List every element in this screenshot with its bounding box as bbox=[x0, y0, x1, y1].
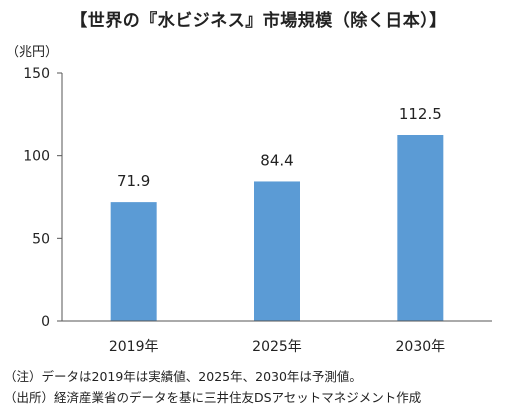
bar-value-label: 84.4 bbox=[260, 151, 293, 169]
bar-value-label: 112.5 bbox=[399, 105, 442, 123]
footnote-source: （出所）経済産業省のデータを基に三井住友DSアセットマネジメント作成 bbox=[4, 390, 422, 405]
chart-title: 【世界の『水ビジネス』市場規模（除く日本）】 bbox=[70, 11, 447, 31]
footnotes: （注）データは2019年は実績値、2025年、2030年は予測値。 （出所）経済… bbox=[4, 366, 421, 408]
y-axis: 0 50 100 150 bbox=[23, 66, 63, 330]
bar bbox=[254, 181, 300, 321]
y-tick-label: 0 bbox=[41, 314, 50, 330]
footnote-note: （注）データは2019年は実績値、2025年、2030年は予測値。 bbox=[4, 369, 362, 384]
bars: 71.9 84.4 112.5 bbox=[110, 105, 444, 321]
bar bbox=[397, 135, 444, 321]
bar bbox=[110, 202, 157, 321]
y-tick-label: 50 bbox=[32, 231, 50, 247]
x-tick-label: 2030年 bbox=[396, 339, 446, 355]
y-tick-label: 150 bbox=[23, 66, 50, 82]
x-tick-label: 2019年 bbox=[109, 339, 159, 355]
x-axis: 2019年 2025年 2030年 bbox=[62, 320, 492, 355]
x-tick-label: 2025年 bbox=[252, 339, 302, 355]
bar-value-label: 71.9 bbox=[117, 172, 150, 190]
y-tick-label: 100 bbox=[23, 149, 50, 165]
y-axis-unit-label: （兆円） bbox=[6, 45, 58, 60]
